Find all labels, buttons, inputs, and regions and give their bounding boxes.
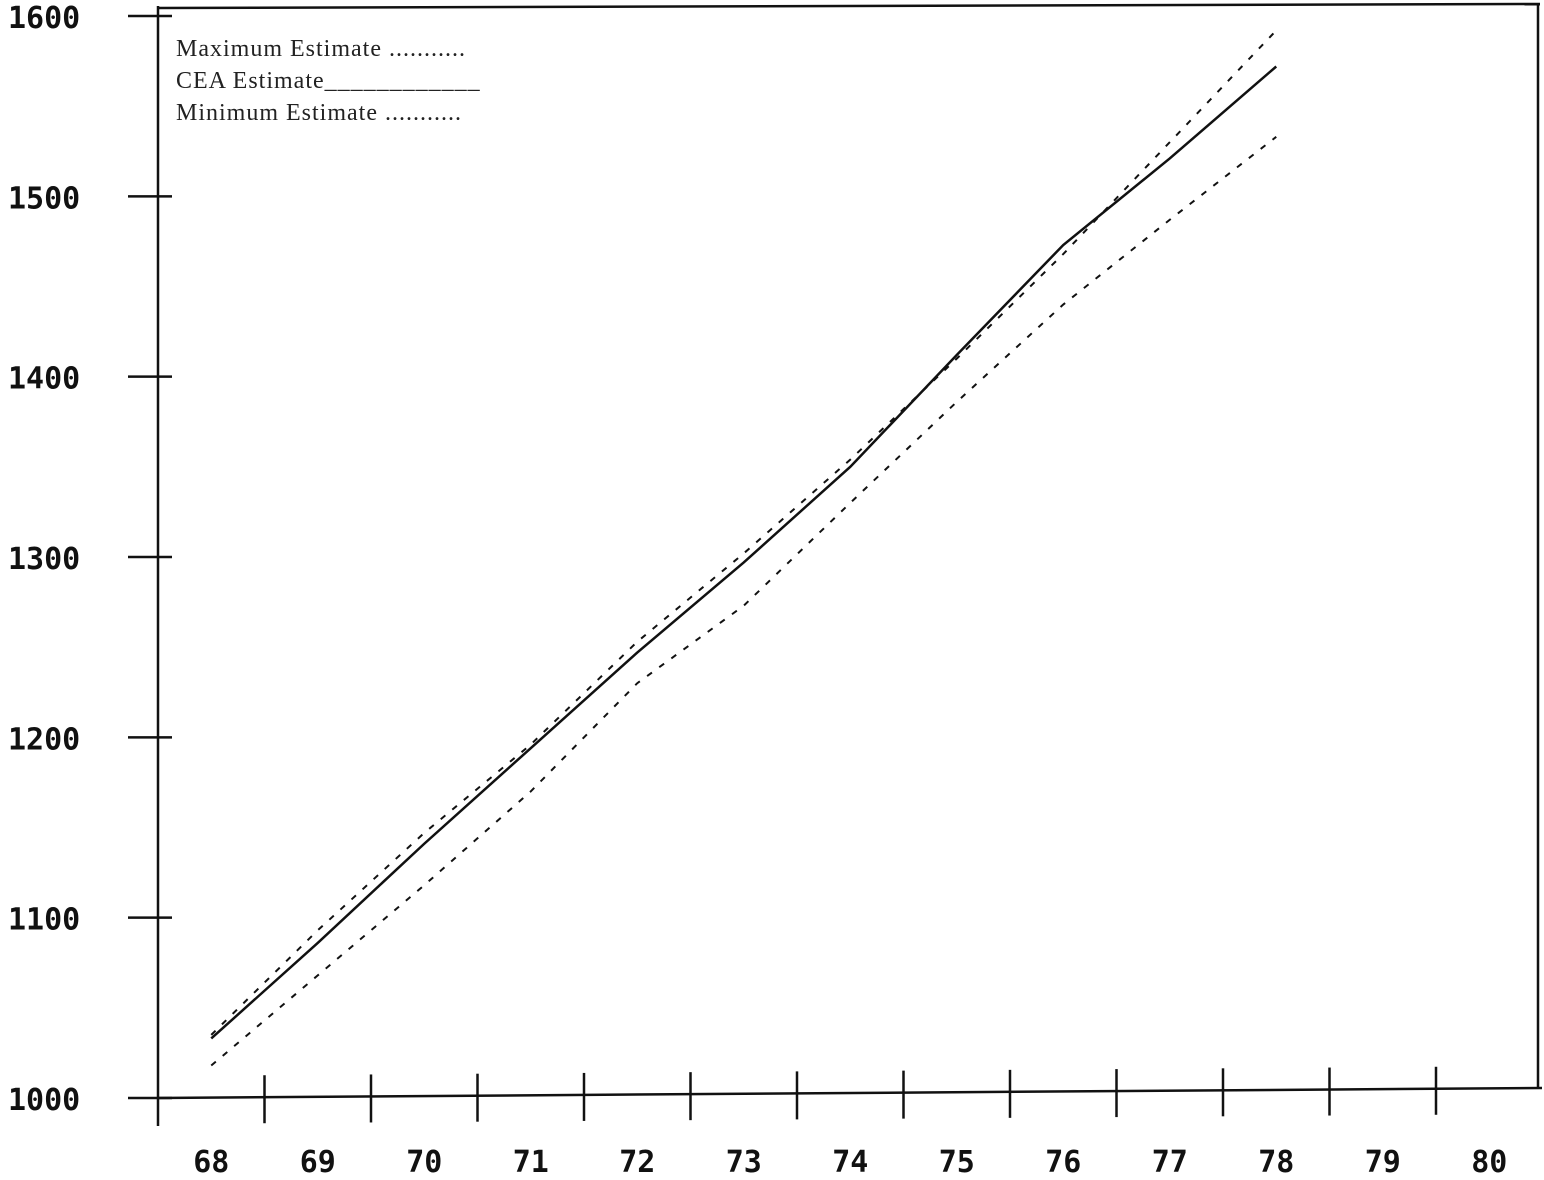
x-tick-label: 75 [939, 1145, 975, 1180]
series-lines [210, 29, 1278, 1067]
y-tick-label: 1600 [8, 1, 80, 36]
y-tick-label: 1000 [8, 1083, 80, 1118]
x-tick-label: 73 [726, 1145, 762, 1180]
y-tick-label: 1400 [8, 362, 80, 397]
x-tick-label: 74 [832, 1145, 868, 1180]
x-tick-label: 70 [406, 1145, 442, 1180]
series-line-maximum-estimate [210, 29, 1277, 1036]
top-frame-line [157, 2, 1541, 10]
x-tick-label: 71 [513, 1145, 549, 1180]
x-axis-ticks: 68 69 70 71 72 73 74 75 76 77 78 79 80 [193, 1066, 1507, 1180]
x-tick-label: 68 [193, 1145, 229, 1180]
x-tick-label: 77 [1152, 1145, 1188, 1180]
chart-axes [156, 2, 1543, 1126]
x-tick-label: 76 [1045, 1145, 1081, 1180]
legend: Maximum Estimate ........... CEA Estimat… [176, 36, 481, 126]
y-tick-label: 1300 [8, 542, 80, 577]
legend-entry-maximum: Maximum Estimate ........... [176, 36, 466, 62]
y-tick-label: 1500 [8, 181, 80, 216]
y-axis-ticks: 1000 1100 1200 1300 1400 1500 1600 [8, 1, 172, 1118]
y-tick-label: 1100 [8, 903, 80, 938]
series-line-minimum-estimate [210, 136, 1277, 1067]
x-tick-label: 78 [1258, 1145, 1294, 1180]
legend-entry-cea: CEA Estimate____________ [176, 68, 481, 94]
series-line-cea-estimate [210, 65, 1278, 1040]
x-tick-label: 69 [300, 1145, 336, 1180]
x-axis-line [157, 1086, 1543, 1100]
x-tick-label: 79 [1365, 1145, 1401, 1180]
x-tick-label: 80 [1471, 1145, 1507, 1180]
x-tick-label: 72 [619, 1145, 655, 1180]
legend-entry-minimum: Minimum Estimate ........... [176, 100, 462, 126]
y-tick-label: 1200 [8, 722, 80, 757]
